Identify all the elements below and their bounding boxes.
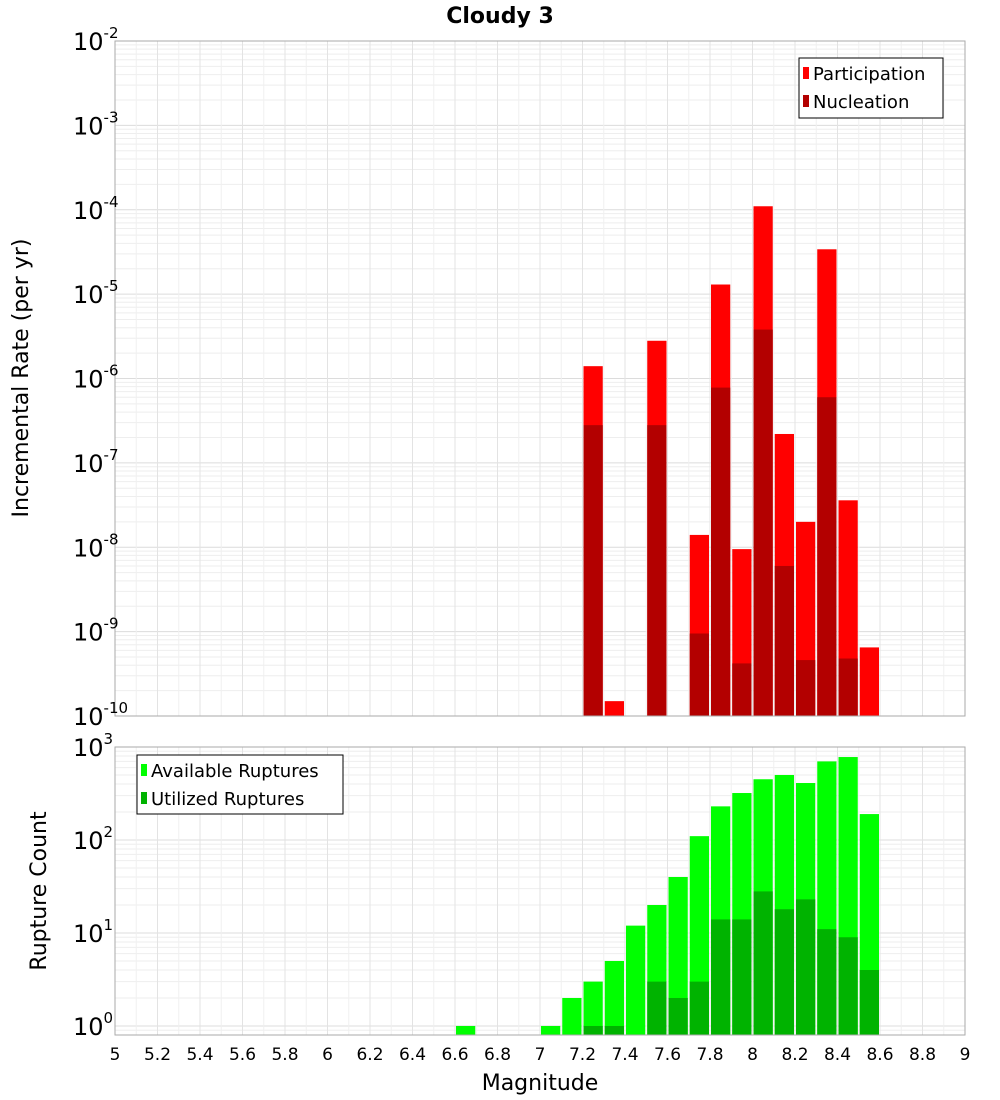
bottom-legend: Available Ruptures Utilized Ruptures	[136, 754, 344, 815]
x-tick-label: 5	[110, 1045, 121, 1065]
bottom-y-tick-label: 101	[73, 916, 113, 948]
x-tick-label: 6.2	[356, 1045, 383, 1065]
top-legend: Participation Nucleation	[798, 57, 944, 119]
top-y-tick-label: 10-2	[73, 24, 119, 56]
bar-available-ruptures	[668, 877, 688, 1035]
top-y-tick-label: 10-10	[73, 699, 128, 731]
bar-available-ruptures	[604, 960, 624, 1035]
bottom-y-tick-labels: 100 101 102 103	[73, 730, 113, 1041]
x-tick-label: 6	[322, 1045, 333, 1065]
bar-utilized-ruptures	[668, 997, 688, 1035]
bar-nucleation	[647, 425, 667, 716]
legend-swatch-nucleation	[803, 95, 809, 107]
bar-nucleation	[774, 565, 794, 716]
x-tick-label: 5.6	[229, 1045, 256, 1065]
x-tick-label: 5.4	[186, 1045, 213, 1065]
bar-available-ruptures	[562, 997, 582, 1035]
bar-available-ruptures	[583, 981, 603, 1035]
legend-swatch-utilized-ruptures	[141, 792, 147, 804]
bar-nucleation	[732, 663, 752, 716]
bottom-y-tick-label: 102	[73, 823, 113, 855]
bar-utilized-ruptures	[774, 909, 794, 1035]
x-tick-label: 7	[535, 1045, 546, 1065]
top-legend-box	[798, 57, 944, 119]
bar-nucleation	[838, 658, 858, 716]
x-tick-label: 6.8	[484, 1045, 511, 1065]
bar-nucleation	[753, 329, 773, 716]
x-tick-label: 8.6	[866, 1045, 893, 1065]
chart-title: Cloudy 3	[446, 4, 554, 29]
bar-nucleation	[817, 397, 837, 716]
bar-utilized-ruptures	[732, 919, 752, 1035]
bar-available-ruptures	[456, 1025, 476, 1035]
bar-participation	[859, 647, 879, 716]
legend-label-nucleation: Nucleation	[813, 92, 909, 113]
x-tick-label: 7.6	[654, 1045, 681, 1065]
bottom-legend-box	[136, 754, 344, 815]
x-tick-label: 5.8	[271, 1045, 298, 1065]
top-y-tick-label: 10-4	[73, 193, 119, 225]
top-y-tick-label: 10-6	[73, 362, 119, 394]
x-tick-label: 8	[747, 1045, 758, 1065]
bottom-panel: 100 101 102 103 5 5.2 5.4 5.6 5.8 6 6.2 6.4 6.6 6.8 7…	[27, 730, 970, 1096]
x-tick-label: 7.8	[696, 1045, 723, 1065]
x-tick-labels: 5 5.2 5.4 5.6 5.8 6 6.2 6.4 6.6 6.8 7 7.2 7.4 7.6 7.8 8…	[110, 1045, 971, 1065]
x-tick-label: 7.4	[611, 1045, 638, 1065]
top-y-tick-label: 10-5	[73, 277, 119, 309]
x-tick-label: 8.8	[909, 1045, 936, 1065]
bar-available-ruptures	[626, 925, 646, 1035]
bar-nucleation	[711, 387, 731, 716]
bar-participation	[604, 701, 624, 716]
x-tick-label: 6.4	[399, 1045, 426, 1065]
bottom-y-tick-label: 103	[73, 730, 113, 762]
x-tick-label: 8.4	[824, 1045, 851, 1065]
bar-available-ruptures	[541, 1025, 561, 1035]
bar-utilized-ruptures	[796, 899, 816, 1035]
bar-utilized-ruptures	[583, 1025, 603, 1035]
legend-label-utilized-ruptures: Utilized Ruptures	[151, 789, 304, 810]
x-tick-label: 8.2	[781, 1045, 808, 1065]
x-tick-label: 6.6	[441, 1045, 468, 1065]
bar-nucleation	[689, 633, 709, 716]
bar-nucleation	[583, 425, 603, 716]
top-y-tick-label: 10-7	[73, 446, 119, 478]
bar-nucleation	[796, 660, 816, 716]
top-y-tick-label: 10-9	[73, 615, 119, 647]
top-bars	[583, 206, 879, 716]
top-y-tick-label: 10-3	[73, 108, 119, 140]
bottom-bars	[456, 757, 879, 1035]
bar-utilized-ruptures	[647, 981, 667, 1035]
top-panel: 10-10 10-9 10-8 10-7 10-6 10-5 10-4 10-3 10-2 In…	[9, 24, 966, 731]
top-gridlines	[114, 41, 966, 717]
x-tick-label: 9	[960, 1045, 971, 1065]
bar-utilized-ruptures	[711, 919, 731, 1035]
bar-utilized-ruptures	[604, 1025, 624, 1035]
bar-utilized-ruptures	[689, 981, 709, 1035]
bottom-y-tick-label: 100	[73, 1009, 113, 1041]
top-y-tick-labels: 10-10 10-9 10-8 10-7 10-6 10-5 10-4 10-3 10-2	[73, 24, 128, 731]
bar-utilized-ruptures	[859, 969, 879, 1035]
bar-utilized-ruptures	[753, 891, 773, 1035]
x-axis-label: Magnitude	[482, 1071, 599, 1096]
bar-utilized-ruptures	[817, 929, 837, 1035]
bottom-plot-frame	[114, 746, 966, 1036]
legend-label-available-ruptures: Available Ruptures	[151, 761, 319, 782]
top-plot-frame	[114, 40, 966, 717]
bottom-y-axis-label: Rupture Count	[27, 811, 52, 971]
x-tick-label: 5.2	[144, 1045, 171, 1065]
legend-swatch-available-ruptures	[141, 764, 147, 776]
top-y-tick-label: 10-8	[73, 530, 119, 562]
legend-swatch-participation	[803, 67, 809, 79]
bar-utilized-ruptures	[838, 937, 858, 1035]
top-y-axis-label: Incremental Rate (per yr)	[9, 239, 34, 518]
legend-label-participation: Participation	[813, 64, 925, 85]
x-tick-label: 7.2	[569, 1045, 596, 1065]
